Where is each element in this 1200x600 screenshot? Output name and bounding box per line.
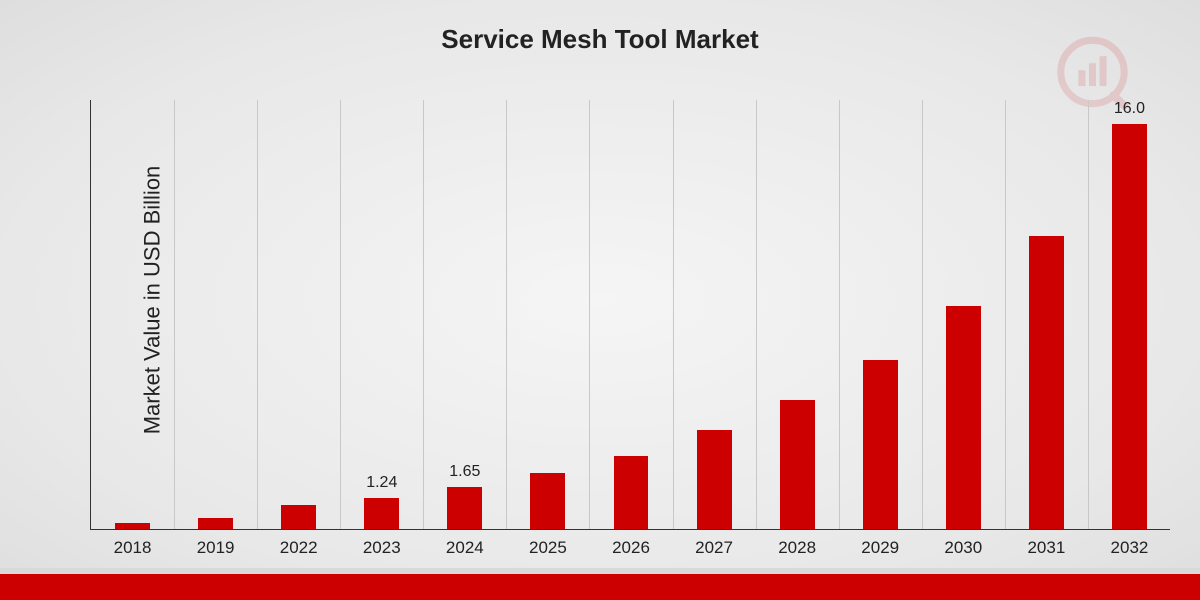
bar (946, 306, 981, 529)
bar (530, 473, 565, 529)
x-tick-label: 2022 (280, 538, 318, 558)
x-tick-label: 2026 (612, 538, 650, 558)
bar (115, 523, 150, 529)
gridline (922, 100, 923, 529)
footer-bar (0, 574, 1200, 600)
gridline (673, 100, 674, 529)
bar-value-label: 16.0 (1114, 100, 1145, 118)
gridline (506, 100, 507, 529)
bar (697, 430, 732, 529)
gridline (1088, 100, 1089, 529)
gridline (340, 100, 341, 529)
bar (364, 498, 399, 529)
gridline (423, 100, 424, 529)
bar-value-label: 1.24 (366, 474, 397, 492)
bar (447, 487, 482, 529)
bar (863, 360, 898, 529)
x-tick-label: 2031 (1027, 538, 1065, 558)
gridline (589, 100, 590, 529)
x-tick-label: 2023 (363, 538, 401, 558)
bar (1112, 124, 1147, 529)
x-tick-label: 2027 (695, 538, 733, 558)
x-tick-label: 2029 (861, 538, 899, 558)
x-tick-label: 2019 (197, 538, 235, 558)
bar-value-label: 1.65 (449, 463, 480, 481)
bar (780, 400, 815, 529)
bar (198, 518, 233, 529)
chart-plot-area: 2018201920221.2420231.652024202520262027… (90, 100, 1170, 530)
x-tick-label: 2030 (944, 538, 982, 558)
gridline (257, 100, 258, 529)
gridline (756, 100, 757, 529)
chart-title: Service Mesh Tool Market (0, 24, 1200, 55)
gridline (839, 100, 840, 529)
x-tick-label: 2032 (1111, 538, 1149, 558)
bar (1029, 236, 1064, 529)
gridline (1005, 100, 1006, 529)
x-tick-label: 2018 (114, 538, 152, 558)
x-tick-label: 2025 (529, 538, 567, 558)
x-tick-label: 2028 (778, 538, 816, 558)
bar (614, 456, 649, 529)
gridline (174, 100, 175, 529)
bar (281, 505, 316, 529)
x-tick-label: 2024 (446, 538, 484, 558)
